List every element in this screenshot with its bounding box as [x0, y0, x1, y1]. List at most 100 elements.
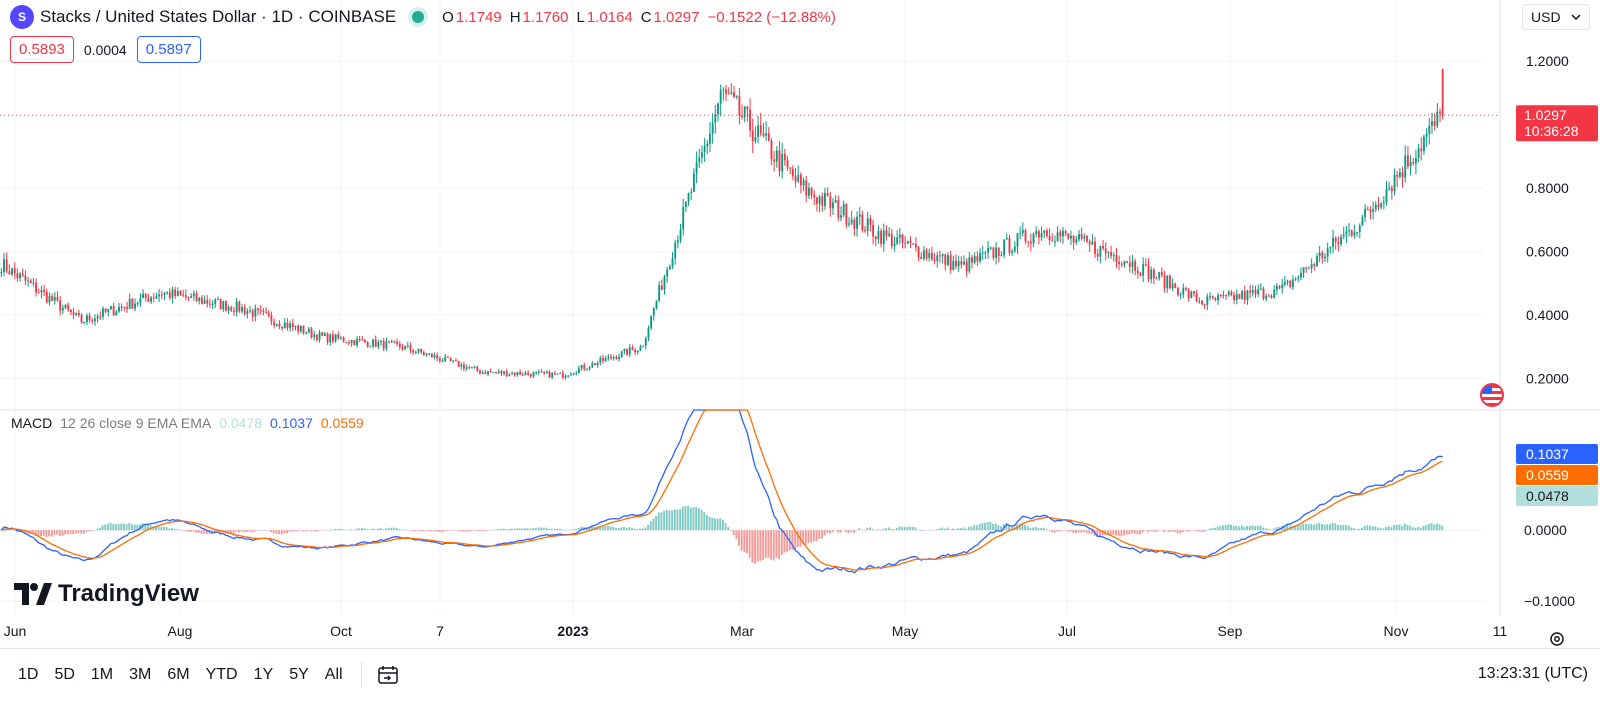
macd-hist-bar [1254, 526, 1257, 531]
candle-body [799, 174, 802, 186]
range-5y[interactable]: 5Y [289, 666, 309, 683]
macd-hist-bar [1058, 530, 1061, 532]
macd-hist-bar [1024, 524, 1027, 531]
candle-body [297, 325, 300, 332]
us-flag-icon[interactable] [1480, 383, 1504, 407]
macd-hist-bar [264, 530, 267, 531]
macd-hist-bar [767, 530, 770, 558]
candle-body [246, 311, 249, 314]
signal-scale-label: 0.0559 [1526, 467, 1569, 483]
macd-hist-bar [992, 523, 994, 531]
macd-hist-bar [762, 530, 764, 560]
candle-body [1423, 136, 1425, 152]
macd-hist-bar [1286, 525, 1289, 531]
candle-body [348, 342, 350, 344]
go-to-date-icon[interactable] [376, 664, 400, 686]
currency-value: USD [1531, 9, 1561, 25]
candle-body [1067, 233, 1070, 239]
range-all[interactable]: All [324, 666, 343, 683]
candle-body [695, 162, 698, 174]
macd-hist-bar [467, 530, 470, 532]
candle-body [596, 362, 599, 366]
candle-body [727, 93, 730, 95]
macd-hist-bar [1323, 524, 1326, 531]
macd-hist-bar [1155, 530, 1158, 532]
macd-hist-bar [673, 509, 676, 531]
macd-hist-bar [510, 528, 513, 531]
macd-hist-bar [88, 530, 91, 532]
candle-body [1259, 288, 1262, 290]
macd-hist-bar [532, 528, 535, 531]
candle-body [631, 347, 634, 350]
symbol-title[interactable]: Stacks / United States Dollar · 1D · COI… [40, 7, 397, 26]
sell-button[interactable]: 0.5893 [10, 36, 74, 63]
candle-body [1083, 236, 1086, 239]
macd-hist-bar [69, 530, 72, 535]
macd-hist-bar [37, 530, 40, 537]
candle-body [535, 372, 538, 374]
chart-canvas[interactable]: 1.029710:36:281.20000.80000.60000.40000.… [0, 0, 1600, 648]
clock-readout[interactable]: 13:23:31 (UTC) [1477, 665, 1588, 682]
candle-body [1032, 233, 1035, 244]
macd-hist-bar [1214, 527, 1216, 531]
macd-hist-bar [700, 509, 703, 531]
ohlc-values: O 1.1749 H 1.1760 L 1.0164 C 1.0297 −0.1522 … [442, 8, 836, 26]
macd-hist-bar [189, 530, 192, 532]
candle-body [1166, 275, 1169, 289]
candle-body [521, 374, 524, 376]
candle-body [559, 372, 562, 374]
candle-body [1372, 209, 1375, 212]
macd-hist-bar [1040, 527, 1043, 531]
buy-button[interactable]: 0.5897 [136, 36, 201, 63]
candle-body [791, 168, 794, 177]
range-6m[interactable]: 6M [167, 666, 190, 683]
macd-hist-bar [82, 530, 85, 534]
macd-hist-bar [810, 530, 813, 543]
candle-body [471, 367, 473, 369]
macd-hist-bar [96, 528, 99, 531]
macd-hist-bar [93, 529, 96, 531]
currency-select[interactable]: USD [1522, 4, 1590, 30]
macd-hist-bar [144, 523, 147, 531]
candle-body [1262, 288, 1265, 299]
macd-hist-bar [783, 530, 786, 553]
macd-hist-bar [502, 528, 505, 531]
macd-hist-bar [1066, 530, 1069, 532]
candle-body [393, 341, 396, 343]
macd-hist-bar [256, 530, 259, 531]
range-ytd[interactable]: YTD [205, 666, 238, 683]
macd-hist-bar [732, 530, 735, 536]
candle-body [1380, 203, 1383, 208]
macd-hist-bar [986, 522, 989, 531]
candle-body [583, 365, 586, 370]
macd-hist-bar [2, 527, 5, 531]
candle-body [703, 146, 706, 153]
macd-legend[interactable]: MACD 12 26 close 9 EMA EMA 0.0478 0.1037… [11, 415, 364, 431]
candle-body [532, 372, 535, 377]
candle-body [102, 308, 104, 317]
candle-body [430, 353, 433, 358]
range-5d[interactable]: 5D [54, 666, 75, 683]
macd-hist-bar [1088, 530, 1091, 534]
macd-hist-bar [213, 530, 216, 534]
range-3m[interactable]: 3M [129, 666, 152, 683]
candle-body [249, 310, 251, 312]
macd-hist-bar [1425, 525, 1428, 531]
macd-hist-bar [970, 526, 973, 531]
candle-body [1037, 231, 1040, 238]
candle-body [243, 307, 246, 314]
candle-body [331, 334, 334, 342]
candle-body [396, 341, 399, 344]
range-1y[interactable]: 1Y [253, 666, 274, 683]
candle-body [527, 372, 530, 375]
range-1d[interactable]: 1D [18, 666, 39, 683]
macd-hist-bar [141, 523, 144, 531]
range-1m[interactable]: 1M [90, 666, 114, 683]
macd-hist-bar [812, 530, 815, 542]
candle-body [233, 310, 235, 313]
candle-body [372, 339, 374, 347]
macd-hist-bar [403, 529, 406, 531]
candle-body [404, 345, 407, 349]
macd-hist-bar [831, 530, 834, 533]
gear-icon[interactable] [1548, 630, 1566, 648]
